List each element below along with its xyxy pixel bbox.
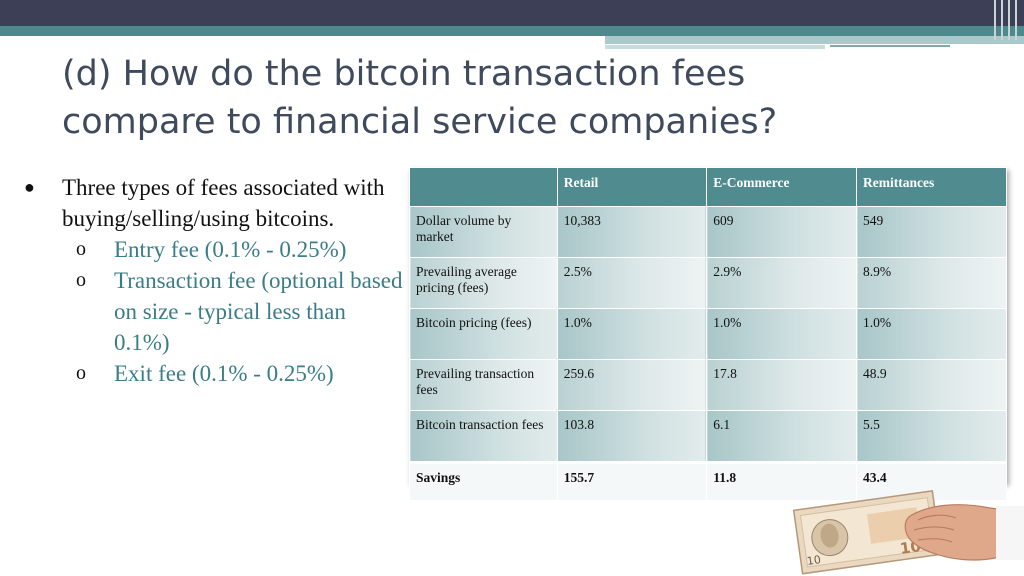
decorative-lines [990,0,1024,40]
table-cell: 2.9% [706,257,858,309]
title-line-2: compare to financial service companies? [62,102,778,142]
sub-bullet-text: Exit fee (0.1% - 0.25%) [114,361,334,386]
sub-bullet-text: Entry fee (0.1% - 0.25%) [114,237,347,262]
row-label: Bitcoin transaction fees [409,410,558,463]
sub-bullet-circle-icon: o [76,238,86,260]
table-cell: 11.8 [706,461,858,501]
header-cell: Remittances [856,167,1007,207]
table-row: Prevailing transaction fees 259.6 17.8 4… [409,359,1007,411]
table-cell: 6.1 [706,410,858,463]
bullet-main: ● Three types of fees associated with bu… [24,172,404,234]
table-cell: 10,383 [556,206,708,258]
bullet-main-text: Three types of fees associated with buyi… [62,175,385,231]
table-cell: 549 [856,206,1007,258]
table-cell: 1.0% [856,308,1007,360]
top-stripe [0,26,1024,36]
sub-bullet-circle-icon: o [76,362,86,384]
table-cell: 155.7 [556,461,708,501]
header-cell [409,167,558,207]
accent-stripe [605,36,1024,44]
banknote-number: 10 [806,553,822,568]
row-label: Prevailing transaction fees [409,359,558,411]
sub-bullet: o Exit fee (0.1% - 0.25%) [24,358,404,389]
row-label: Bitcoin pricing (fees) [409,308,558,360]
hand-with-banknote-image: 10 10 [792,490,1024,575]
accent-line [830,45,950,47]
table-cell: 259.6 [556,359,708,411]
header-cell: E-Commerce [706,167,858,207]
accent-stripe-thin [605,45,825,49]
table-cell: 2.5% [556,257,708,309]
table-cell: 1.0% [706,308,858,360]
row-label: Savings [409,461,558,501]
sub-bullet: o Entry fee (0.1% - 0.25%) [24,234,404,265]
table-row: Prevailing average pricing (fees) 2.5% 2… [409,257,1007,309]
table-cell: 609 [706,206,858,258]
fees-table: Retail E-Commerce Remittances Dollar vol… [409,167,1007,501]
bullet-dot-icon: ● [24,177,35,197]
table-cell: 17.8 [706,359,858,411]
row-label: Dollar volume by market [409,206,558,258]
table-cell: 103.8 [556,410,708,463]
table-cell: 5.5 [856,410,1007,463]
table-row: Bitcoin pricing (fees) 1.0% 1.0% 1.0% [409,308,1007,360]
table-cell: 1.0% [556,308,708,360]
slide-title: (d) How do the bitcoin transaction fees … [62,50,922,146]
table-row: Dollar volume by market 10,383 609 549 [409,206,1007,258]
bullet-list: ● Three types of fees associated with bu… [24,172,404,389]
sub-bullet: o Transaction fee (optional based on siz… [24,265,404,358]
table-cell: 8.9% [856,257,1007,309]
top-bar [0,0,1024,26]
table-row: Bitcoin transaction fees 103.8 6.1 5.5 [409,410,1007,463]
sub-bullet-text: Transaction fee (optional based on size … [114,268,403,355]
title-line-1: (d) How do the bitcoin transaction fees [62,54,746,94]
table-header-row: Retail E-Commerce Remittances [409,167,1007,207]
header-cell: Retail [556,167,708,207]
row-label: Prevailing average pricing (fees) [409,257,558,309]
sub-bullet-circle-icon: o [76,269,86,291]
table-cell: 48.9 [856,359,1007,411]
